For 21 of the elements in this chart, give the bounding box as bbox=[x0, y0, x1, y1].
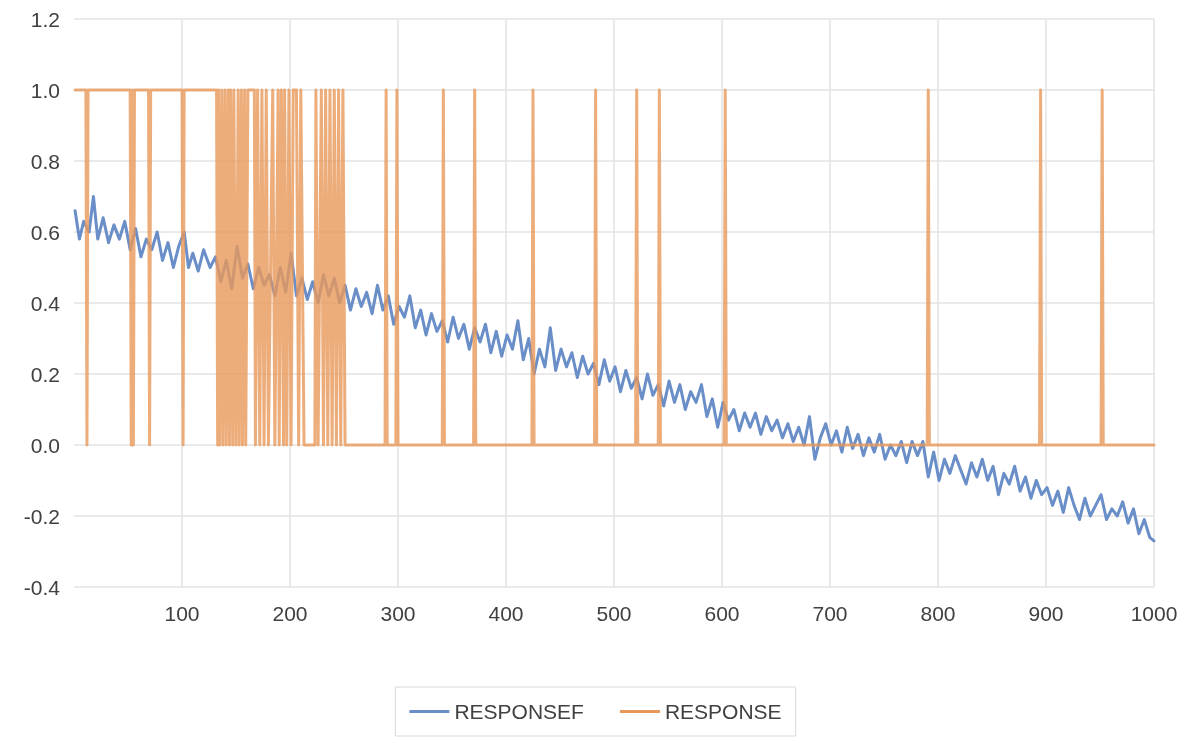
x-tick-label: 500 bbox=[596, 602, 632, 625]
y-tick-label: 0.4 bbox=[30, 291, 61, 315]
x-tick-label: 400 bbox=[488, 602, 524, 625]
x-tick-label: 800 bbox=[920, 602, 956, 625]
y-tick-label: 0.6 bbox=[30, 220, 60, 244]
x-tick-label: 1000 bbox=[1130, 602, 1178, 625]
x-tick-label: 700 bbox=[812, 602, 848, 625]
x-tick-label: 200 bbox=[272, 602, 308, 625]
y-tick-label: 1.2 bbox=[30, 7, 60, 31]
legend-label: RESPONSEF bbox=[454, 700, 584, 723]
y-tick-label: -0.4 bbox=[23, 575, 61, 599]
y-tick-label: 1.0 bbox=[30, 78, 60, 102]
y-tick-label: 0.8 bbox=[30, 149, 60, 173]
y-tick-label: 0.2 bbox=[30, 362, 60, 386]
x-tick-label: 600 bbox=[704, 602, 740, 625]
legend-label: RESPONSE bbox=[664, 700, 782, 723]
x-tick-label: 300 bbox=[380, 602, 416, 625]
y-tick-label: -0.2 bbox=[23, 504, 60, 528]
x-tick-label: 900 bbox=[1028, 602, 1064, 625]
x-tick-label: 100 bbox=[164, 602, 200, 625]
y-tick-label: 0.0 bbox=[30, 433, 60, 457]
